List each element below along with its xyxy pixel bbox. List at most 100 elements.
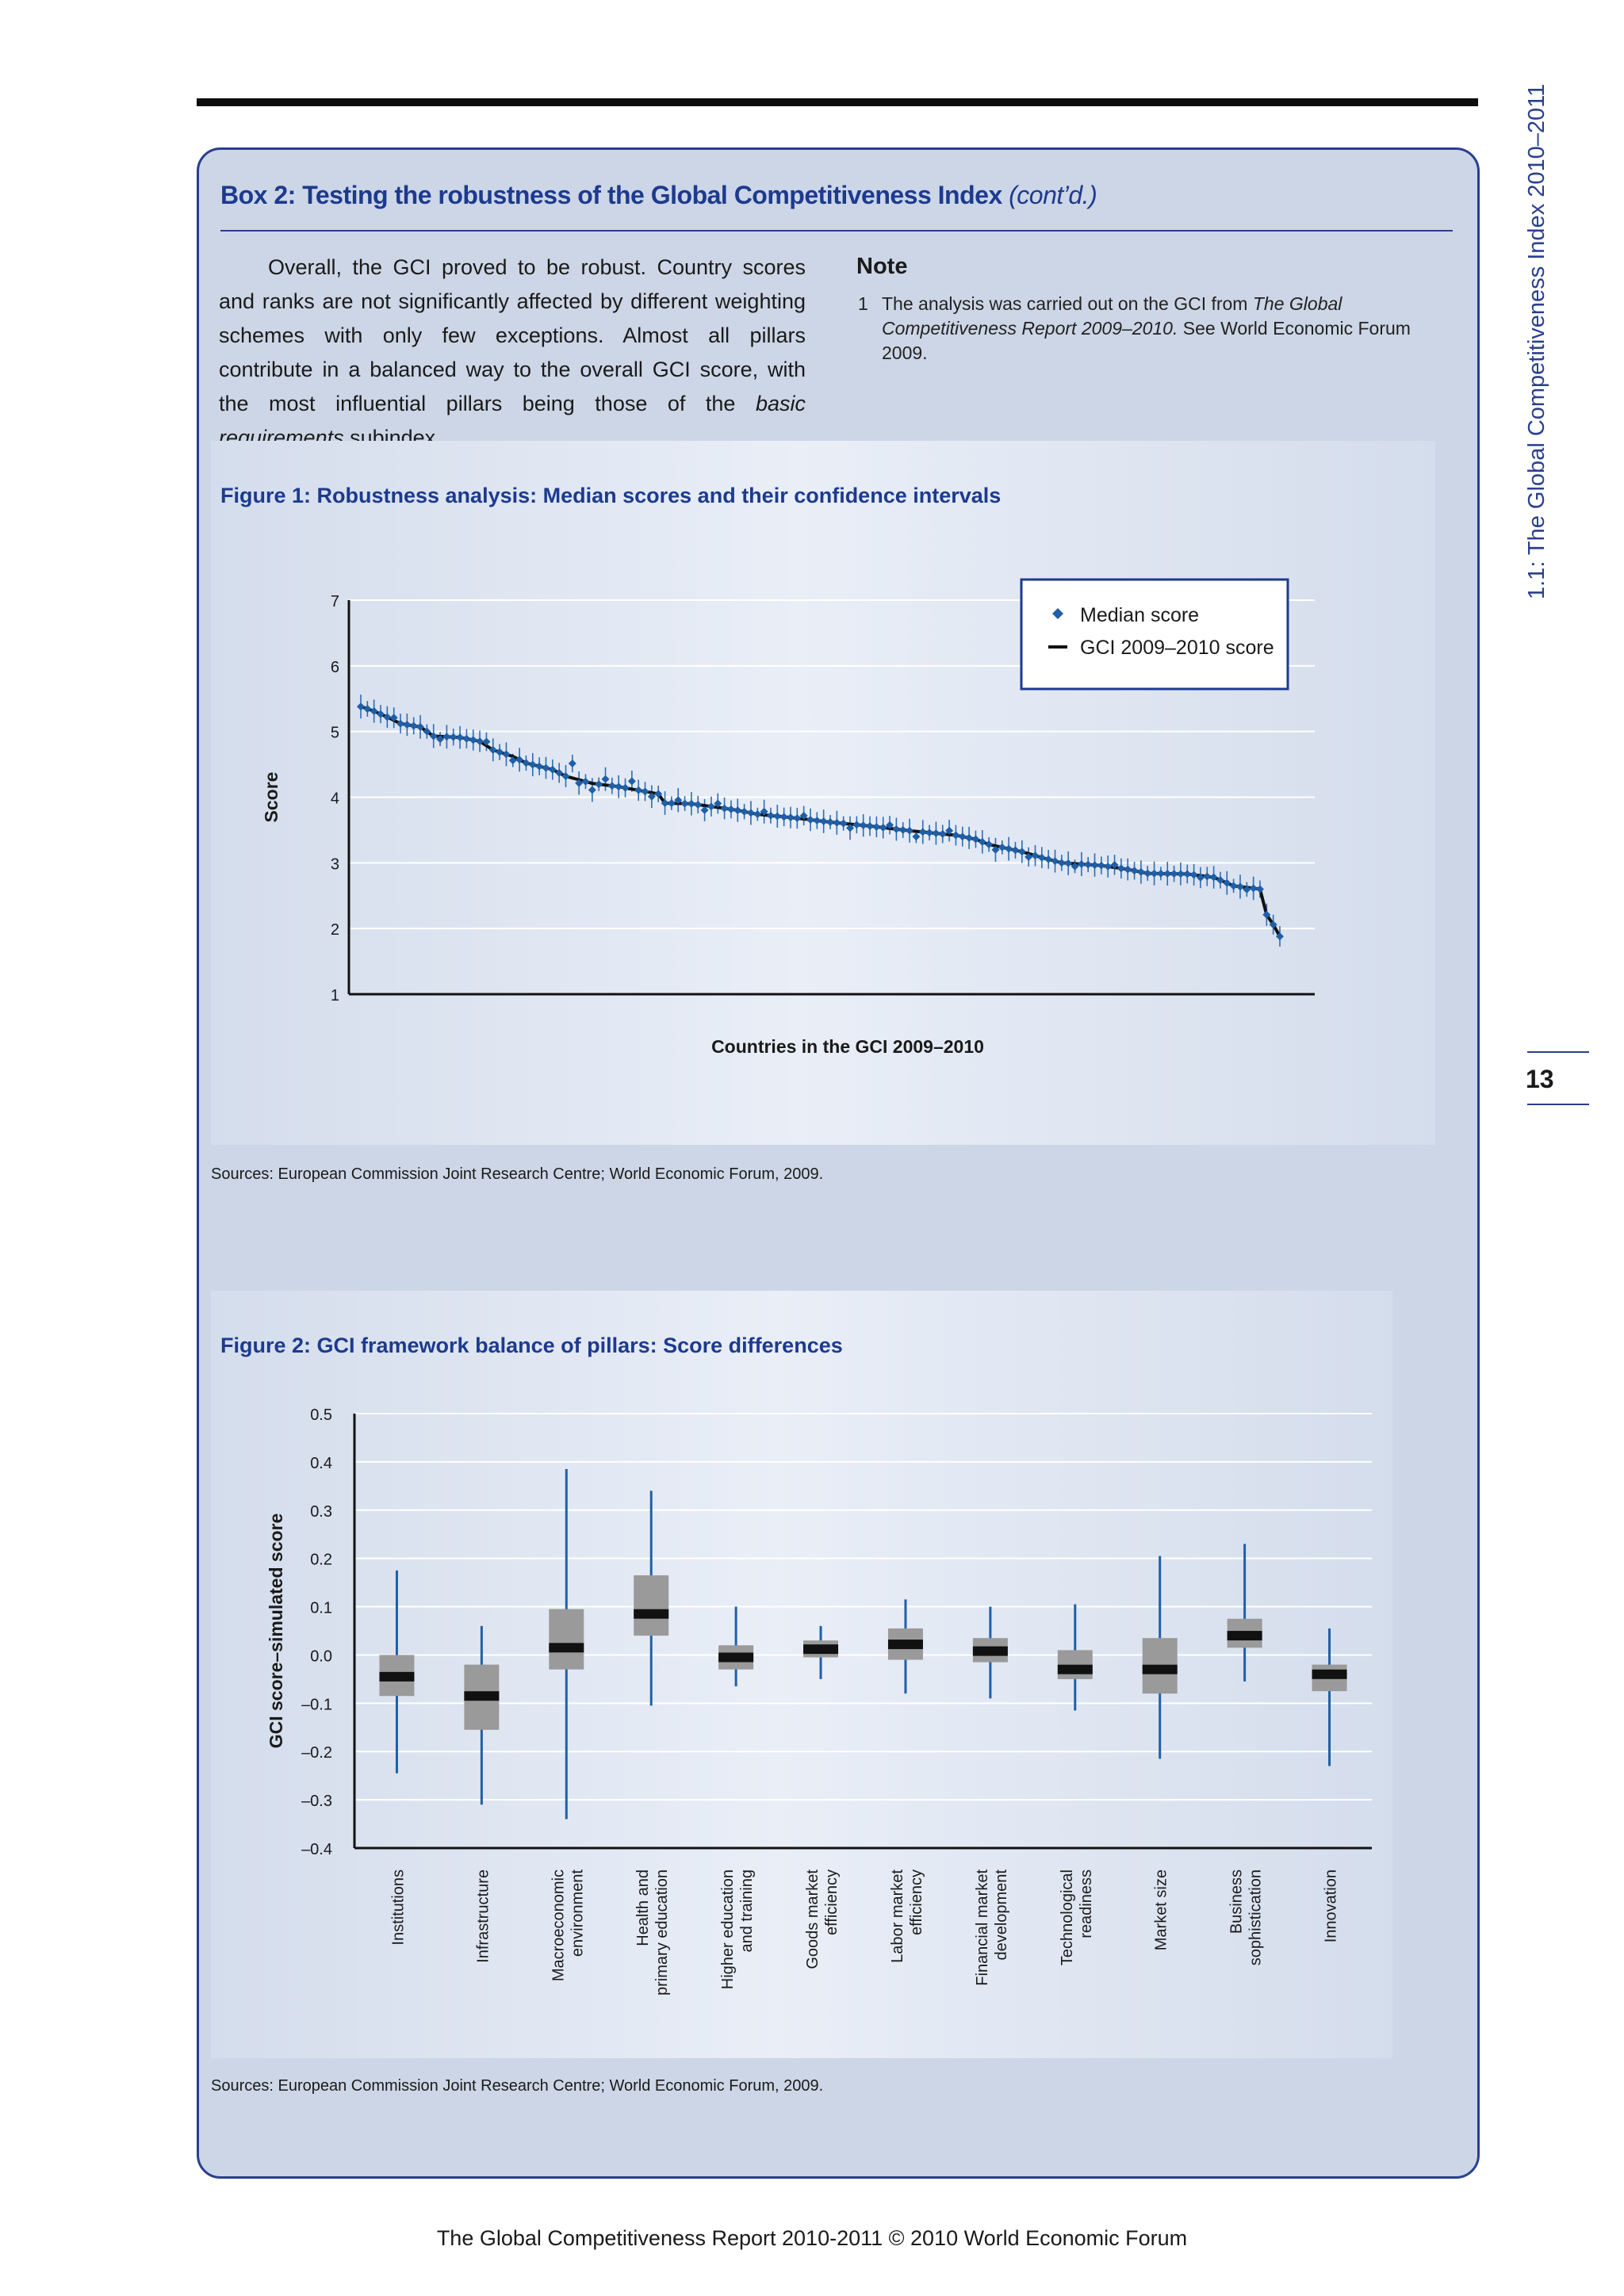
median-marker xyxy=(938,829,947,838)
figure1-chart: 1 2 3 4 5 6 7 Score Countries in the GCI 2009–20… xyxy=(261,578,1315,1057)
category-label: Business xyxy=(1228,1869,1246,1934)
median-marker xyxy=(700,806,709,814)
note-text-start: The analysis was carried out on the GCI … xyxy=(882,293,1253,314)
median-marker xyxy=(766,811,775,820)
median-marker xyxy=(1104,862,1113,871)
median-marker xyxy=(839,819,848,828)
intro-text: Overall, the GCI proved to be robust. Co… xyxy=(219,255,806,415)
median-bar xyxy=(634,1609,669,1619)
median-marker xyxy=(1143,869,1152,878)
median-marker xyxy=(555,768,564,777)
median-marker xyxy=(1077,859,1086,868)
median-marker xyxy=(647,792,656,801)
median-bar xyxy=(1312,1669,1347,1679)
median-marker xyxy=(674,796,683,805)
median-marker xyxy=(1037,853,1046,862)
median-marker xyxy=(1203,872,1212,881)
median-marker xyxy=(932,829,940,838)
median-marker xyxy=(357,702,365,711)
median-marker xyxy=(1071,862,1079,871)
median-marker xyxy=(568,760,576,768)
figure1-title: Figure 1: Robustness analysis: Median sc… xyxy=(220,484,1002,507)
category-label: environment xyxy=(569,1869,586,1957)
median-marker xyxy=(515,756,524,764)
figure1-sources: Sources: European Commission Joint Resea… xyxy=(211,1165,824,1183)
y-axis-title: GCI score–simulated score xyxy=(266,1513,286,1749)
category-label: Institutions xyxy=(389,1869,407,1946)
median-marker xyxy=(740,807,749,816)
median-marker xyxy=(548,765,557,774)
y-tick-label: 0.4 xyxy=(310,1455,332,1472)
median-marker xyxy=(1011,846,1020,855)
note-citation: The Global Competitiveness Report 2009–2… xyxy=(882,293,1342,339)
figure2-sources: Sources: European Commission Joint Resea… xyxy=(211,2077,824,2095)
median-marker xyxy=(694,800,703,809)
page-number-frame xyxy=(1527,1051,1589,1105)
median-bar xyxy=(972,1646,1008,1656)
category-label: and training xyxy=(738,1869,756,1953)
median-marker xyxy=(1209,873,1218,882)
median-marker xyxy=(1243,885,1251,894)
title-rule xyxy=(220,230,1453,232)
y-tick-label: –0.4 xyxy=(301,1841,332,1858)
median-marker xyxy=(1196,873,1205,882)
median-marker xyxy=(918,828,927,836)
median-marker xyxy=(1276,932,1284,941)
median-marker xyxy=(389,714,398,722)
median-marker xyxy=(806,815,814,824)
median-marker xyxy=(859,821,868,830)
median-marker xyxy=(1084,860,1093,869)
median-marker xyxy=(1150,869,1159,878)
category-label: Health and xyxy=(634,1869,652,1946)
median-marker xyxy=(377,710,385,718)
median-marker xyxy=(416,722,425,731)
median-marker xyxy=(1005,844,1013,853)
y-tick-label: –0.2 xyxy=(301,1744,332,1762)
median-marker xyxy=(1223,878,1231,887)
median-marker xyxy=(449,733,458,741)
note-text: The analysis was carried out on the GCI … xyxy=(882,292,1453,365)
median-marker xyxy=(866,821,875,830)
median-marker xyxy=(588,786,596,794)
y-tick-label: 0.1 xyxy=(310,1600,332,1617)
median-marker xyxy=(998,843,1006,851)
median-marker xyxy=(1189,871,1198,879)
median-marker xyxy=(363,705,372,714)
median-marker xyxy=(852,821,861,829)
figure2-chart: 0.5 0.4 0.3 0.2 0.1 0.0 –0.1 –0.2 –0.3 –0.4 Instit… xyxy=(266,1406,1372,1996)
median-bar xyxy=(1057,1664,1093,1674)
median-marker xyxy=(872,822,881,831)
y-axis-title: Score xyxy=(261,772,282,823)
y-tick-label: 0.2 xyxy=(310,1552,332,1569)
median-marker xyxy=(826,817,835,826)
median-marker xyxy=(746,809,755,817)
y-tick-label: 5 xyxy=(331,725,339,742)
median-marker xyxy=(952,831,960,840)
median-marker xyxy=(661,798,669,807)
median-marker xyxy=(898,825,907,834)
median-marker xyxy=(1044,855,1053,863)
median-marker xyxy=(1116,864,1125,873)
category-label: efficiency xyxy=(823,1869,841,1935)
median-marker xyxy=(370,706,378,715)
median-marker xyxy=(423,727,431,736)
note-text-end: See World Economic Forum 2009. xyxy=(882,318,1411,363)
median-marker xyxy=(773,812,782,821)
median-bar xyxy=(549,1643,584,1653)
y-tick-label: –0.3 xyxy=(301,1793,332,1810)
median-marker xyxy=(581,777,590,786)
median-marker xyxy=(1057,859,1066,867)
median-marker xyxy=(535,762,544,771)
median-marker xyxy=(1229,882,1238,890)
median-marker xyxy=(991,845,1000,854)
median-bar xyxy=(1142,1664,1178,1674)
median-marker xyxy=(469,736,477,744)
y-tick-label: 1 xyxy=(331,987,339,1004)
legend-median-label: Median score xyxy=(1080,604,1199,626)
median-marker xyxy=(1216,876,1224,885)
legend-median-marker xyxy=(1052,608,1063,619)
median-marker xyxy=(720,804,729,813)
median-marker xyxy=(945,826,954,835)
median-marker xyxy=(965,833,974,842)
median-marker xyxy=(528,760,537,769)
